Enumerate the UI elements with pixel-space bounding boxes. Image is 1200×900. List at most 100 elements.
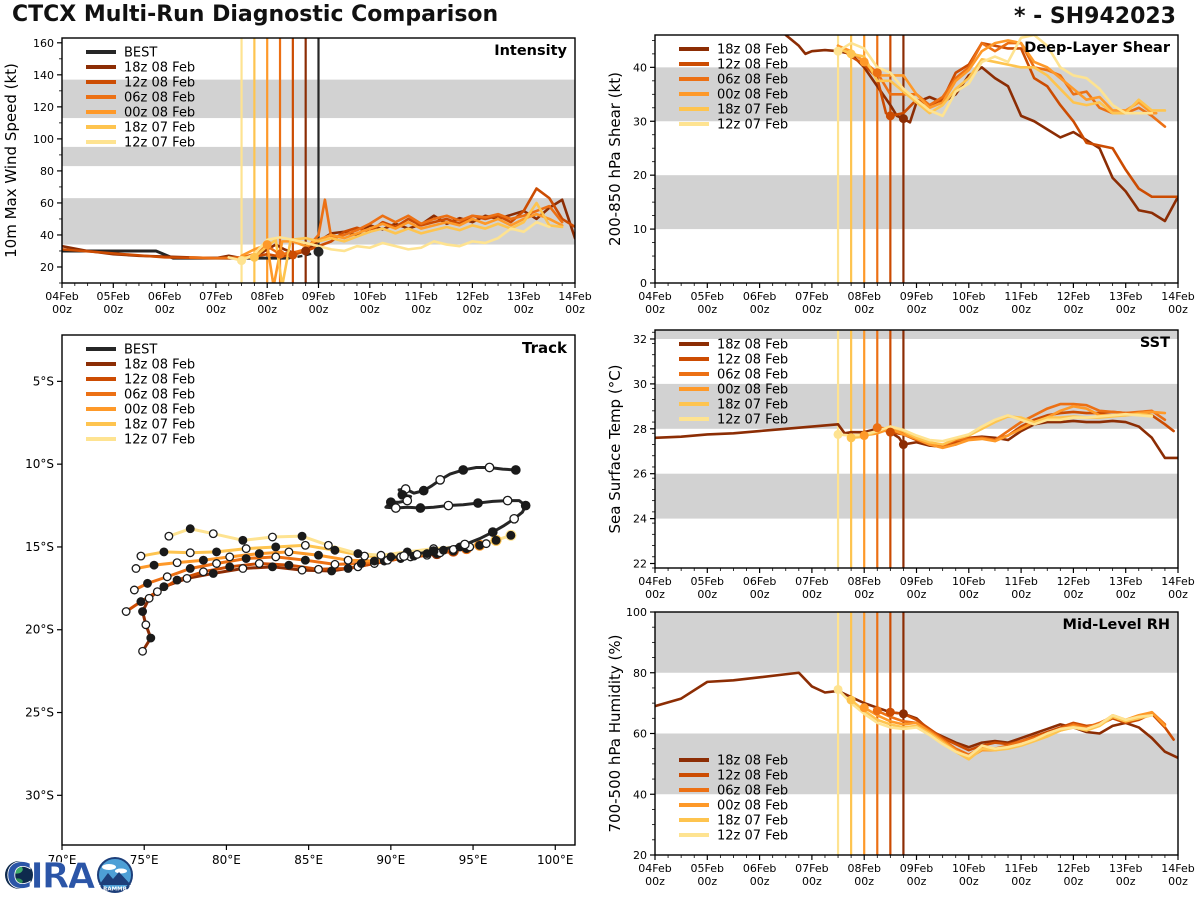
storm-id-label: * - SH942023 xyxy=(1013,4,1176,29)
best-position-marker xyxy=(484,462,495,473)
track-position-marker xyxy=(356,559,366,568)
axis-tick-label: 10Feb xyxy=(952,575,985,588)
axis-tick-label: 5°S xyxy=(33,374,54,388)
track-position-marker xyxy=(212,559,222,568)
axis-tick-label: 00z xyxy=(1168,303,1188,316)
axis-tick-label: 00z xyxy=(645,875,665,888)
best-position-marker xyxy=(428,546,439,556)
track-position-marker xyxy=(141,620,151,630)
axis-tick-label: 00z xyxy=(1064,875,1084,888)
init-dot xyxy=(846,433,856,443)
track-position-marker xyxy=(172,558,182,568)
track-position-marker xyxy=(386,552,396,562)
run-line xyxy=(240,201,564,283)
badge-banner xyxy=(100,886,130,892)
axis-tick-label: 13Feb xyxy=(507,290,540,303)
track-position-marker xyxy=(297,565,307,575)
init-dot xyxy=(898,440,908,450)
track-position-marker xyxy=(241,544,251,554)
category-band xyxy=(655,175,1178,230)
axis-tick-label: 00z xyxy=(1011,588,1031,601)
axis-tick-label: 05Feb xyxy=(691,575,724,588)
init-dot xyxy=(872,706,882,716)
best-track-line xyxy=(384,465,528,560)
init-dot xyxy=(898,114,908,124)
axis-tick-label: 00z xyxy=(411,303,431,316)
axis-tick-label: 00z xyxy=(959,303,979,316)
legend-label: 00z 08 Feb xyxy=(717,799,788,814)
axis-tick-label: 00z xyxy=(514,303,534,316)
best-position-marker xyxy=(510,465,521,475)
axis-tick-label: 10Feb xyxy=(952,862,985,875)
axis-tick-label: 06Feb xyxy=(743,575,776,588)
track-position-marker xyxy=(208,529,218,539)
badge-text: RAMMB xyxy=(103,887,127,893)
best-position-marker xyxy=(443,500,454,511)
run-line xyxy=(836,35,1154,118)
best-position-marker xyxy=(502,495,513,506)
legend-label: 12z 08 Feb xyxy=(717,353,788,368)
track-position-marker xyxy=(439,545,448,555)
category-band xyxy=(655,330,1178,339)
track-position-marker xyxy=(149,560,159,570)
legend-label: 18z 08 Feb xyxy=(717,754,788,769)
badge-cloud2 xyxy=(115,868,127,874)
axis-tick-label: 60 xyxy=(40,197,54,210)
axis-tick-label: 00z xyxy=(1168,588,1188,601)
track-position-marker xyxy=(212,547,222,557)
init-dot xyxy=(249,252,259,262)
axis-tick-label: 00z xyxy=(463,303,483,316)
best-position-marker xyxy=(402,495,413,506)
axis-tick-label: 00z xyxy=(907,588,927,601)
best-position-marker xyxy=(418,485,429,496)
axis-tick-label: 00z xyxy=(802,588,822,601)
axis-tick-label: 00z xyxy=(802,303,822,316)
axis-tick-label: 90°E xyxy=(376,853,405,867)
legend-label: 00z 08 Feb xyxy=(717,383,788,398)
legend-label: 00z 08 Feb xyxy=(124,403,195,418)
track-position-marker xyxy=(136,551,146,561)
y-axis-label: 700-500 hPa Humidity (%) xyxy=(606,634,624,832)
axis-tick-label: 140 xyxy=(33,69,54,82)
axis-tick-label: 07Feb xyxy=(795,290,828,303)
init-dot xyxy=(885,427,895,437)
axis-tick-label: 00z xyxy=(52,303,72,316)
axis-tick-label: 12Feb xyxy=(456,290,489,303)
legend-label: 18z 07 Feb xyxy=(124,418,195,433)
axis-tick-label: 06Feb xyxy=(743,862,776,875)
axis-tick-label: 00z xyxy=(959,588,979,601)
axis-tick-label: 30 xyxy=(633,115,647,128)
best-position-marker xyxy=(415,503,426,513)
axis-tick-label: 04Feb xyxy=(638,862,671,875)
axis-tick-label: 09Feb xyxy=(900,862,933,875)
track-position-marker xyxy=(284,560,294,570)
track-position-marker xyxy=(143,578,152,588)
track-position-marker xyxy=(330,545,340,555)
category-band xyxy=(655,473,1178,519)
track-position-marker xyxy=(271,552,281,562)
axis-tick-label: 08Feb xyxy=(847,290,880,303)
track-position-marker xyxy=(323,540,333,550)
track-position-marker xyxy=(369,556,379,566)
track-position-marker xyxy=(284,547,294,557)
axis-tick-label: 11Feb xyxy=(1004,862,1037,875)
axis-tick-label: 05Feb xyxy=(691,290,724,303)
axis-tick-label: 00z xyxy=(750,303,770,316)
run-line xyxy=(836,47,1167,115)
axis-tick-label: 11Feb xyxy=(1004,575,1037,588)
track-position-marker xyxy=(271,542,281,552)
best-end-dot xyxy=(313,246,324,257)
best-position-marker xyxy=(509,513,520,524)
axis-tick-label: 06Feb xyxy=(743,290,776,303)
sst-chart: 22242628303204Feb00z05Feb00z06Feb00z07Fe… xyxy=(606,329,1195,601)
axis-tick-label: 05Feb xyxy=(691,862,724,875)
mid-level-rh-chart: 2040608010004Feb00z05Feb00z06Feb00z07Feb… xyxy=(606,606,1195,888)
track-position-marker xyxy=(506,530,516,540)
axis-tick-label: 40 xyxy=(633,788,647,801)
track-position-marker xyxy=(268,532,277,542)
legend-label: 18z 08 Feb xyxy=(717,338,788,353)
legend-label: BEST xyxy=(124,343,157,358)
axis-tick-label: 00z xyxy=(103,303,123,316)
track-position-marker xyxy=(146,633,156,643)
